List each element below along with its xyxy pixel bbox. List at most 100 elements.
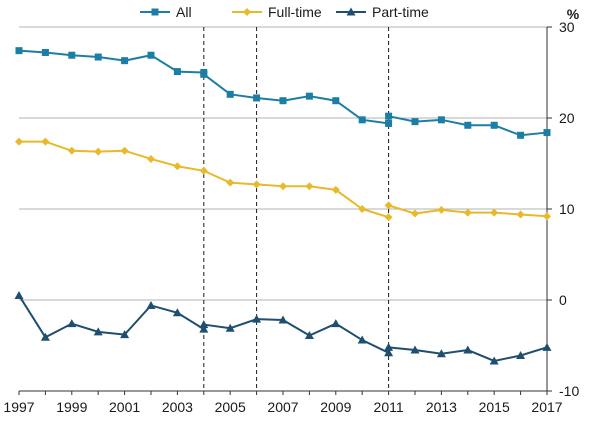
data-point-part-time bbox=[542, 342, 552, 351]
x-tick-label: 2017 bbox=[531, 399, 562, 415]
data-point-full-time bbox=[15, 137, 23, 146]
data-point-part-time bbox=[463, 345, 473, 354]
legend-swatch-marker bbox=[346, 7, 356, 16]
data-point-full-time bbox=[437, 205, 446, 214]
x-tick-label: 2001 bbox=[109, 399, 140, 415]
x-tick-label: 2015 bbox=[479, 399, 510, 415]
data-point-full-time bbox=[411, 209, 419, 218]
x-tick-label: 2013 bbox=[426, 399, 457, 415]
data-point-full-time bbox=[358, 205, 367, 213]
data-point-full-time bbox=[147, 154, 155, 163]
data-point-part-time bbox=[14, 290, 24, 299]
data-point-part-time bbox=[278, 315, 288, 324]
data-point-all bbox=[358, 116, 366, 124]
data-point-part-time bbox=[489, 356, 499, 365]
legend-item-all: All bbox=[140, 4, 192, 20]
x-tick-label: 2005 bbox=[215, 399, 246, 415]
y-tick-label: 10 bbox=[559, 201, 575, 217]
data-point-full-time bbox=[67, 146, 76, 155]
y-tick-label: -10 bbox=[559, 383, 579, 399]
series-line-part-time bbox=[203, 318, 390, 354]
x-tick-label: 1999 bbox=[56, 399, 87, 415]
y-unit-label: % bbox=[567, 6, 580, 22]
data-point-full-time bbox=[543, 212, 551, 221]
series-line-part-time bbox=[18, 294, 205, 339]
data-point-all bbox=[121, 57, 129, 65]
data-point-all bbox=[543, 129, 551, 137]
x-tick-label: 2011 bbox=[374, 399, 404, 415]
data-point-all bbox=[41, 48, 49, 56]
legend-item-full-time: Full-time bbox=[232, 4, 322, 20]
data-point-all bbox=[94, 53, 102, 61]
legend-item-part-time: Part-time bbox=[336, 4, 429, 20]
data-point-part-time bbox=[357, 335, 367, 344]
y-tick-label: 30 bbox=[559, 19, 575, 35]
data-point-part-time bbox=[120, 330, 130, 339]
data-point-all bbox=[279, 97, 287, 105]
data-point-all bbox=[332, 97, 340, 105]
legend-swatch-marker bbox=[151, 8, 159, 16]
x-tick-label: 2003 bbox=[162, 399, 193, 415]
data-point-all bbox=[147, 51, 155, 59]
axes: -10 0 10 20 30 1997 1999 2001 2003 2005 2007 2009 20… bbox=[3, 19, 579, 415]
data-point-full-time bbox=[173, 162, 182, 171]
data-point-part-time bbox=[199, 324, 209, 333]
legend-swatch-marker bbox=[243, 8, 251, 16]
series-part-time bbox=[14, 290, 552, 365]
data-point-part-time bbox=[199, 320, 209, 329]
data-point-part-time bbox=[384, 342, 394, 351]
data-point-part-time bbox=[146, 300, 156, 309]
gridlines bbox=[19, 26, 547, 301]
data-point-all bbox=[253, 94, 261, 102]
y-tick-label: 20 bbox=[559, 110, 575, 126]
data-point-full-time bbox=[305, 182, 314, 191]
data-point-full-time bbox=[384, 213, 393, 222]
data-point-all bbox=[517, 131, 525, 139]
x-tick-label: 1997 bbox=[3, 399, 34, 415]
data-point-full-time bbox=[516, 210, 525, 219]
data-point-part-time bbox=[304, 330, 314, 339]
data-point-full-time bbox=[384, 201, 393, 210]
data-point-part-time bbox=[331, 319, 341, 328]
data-point-part-time bbox=[40, 332, 50, 341]
data-point-all bbox=[437, 116, 445, 124]
data-point-full-time bbox=[199, 166, 208, 175]
data-point-all bbox=[173, 68, 181, 76]
data-point-full-time bbox=[226, 178, 235, 187]
y-tick-label: 0 bbox=[559, 292, 567, 308]
data-point-full-time bbox=[463, 208, 472, 217]
data-point-full-time bbox=[490, 208, 499, 217]
series-all bbox=[15, 47, 551, 139]
series-line-all bbox=[203, 73, 389, 125]
data-point-full-time bbox=[120, 146, 129, 155]
data-point-full-time bbox=[41, 137, 50, 146]
data-point-part-time bbox=[67, 319, 77, 328]
data-point-full-time bbox=[252, 180, 261, 189]
data-point-part-time bbox=[172, 308, 182, 317]
data-point-all bbox=[385, 119, 393, 127]
data-point-all bbox=[464, 121, 472, 129]
data-point-full-time bbox=[94, 147, 103, 156]
data-point-part-time bbox=[252, 314, 262, 323]
data-point-part-time bbox=[93, 327, 103, 336]
legend-label: Full-time bbox=[268, 4, 322, 20]
legend: All Full-time Part-time bbox=[140, 4, 429, 20]
data-point-all bbox=[200, 70, 208, 78]
data-point-part-time bbox=[225, 323, 235, 332]
data-point-all bbox=[226, 90, 234, 98]
data-point-part-time bbox=[384, 348, 394, 357]
legend-label: Part-time bbox=[372, 4, 429, 20]
series-line-all bbox=[18, 49, 204, 74]
data-point-part-time bbox=[410, 345, 420, 354]
series-full-time bbox=[15, 137, 551, 222]
x-tick-label: 2009 bbox=[320, 399, 351, 415]
data-point-all bbox=[68, 51, 76, 59]
data-point-all bbox=[490, 121, 498, 129]
data-point-part-time bbox=[516, 351, 526, 360]
data-point-all bbox=[385, 112, 393, 120]
data-point-all bbox=[305, 92, 313, 100]
data-point-full-time bbox=[279, 182, 287, 191]
series-lines bbox=[14, 47, 552, 365]
data-point-all bbox=[15, 47, 23, 55]
